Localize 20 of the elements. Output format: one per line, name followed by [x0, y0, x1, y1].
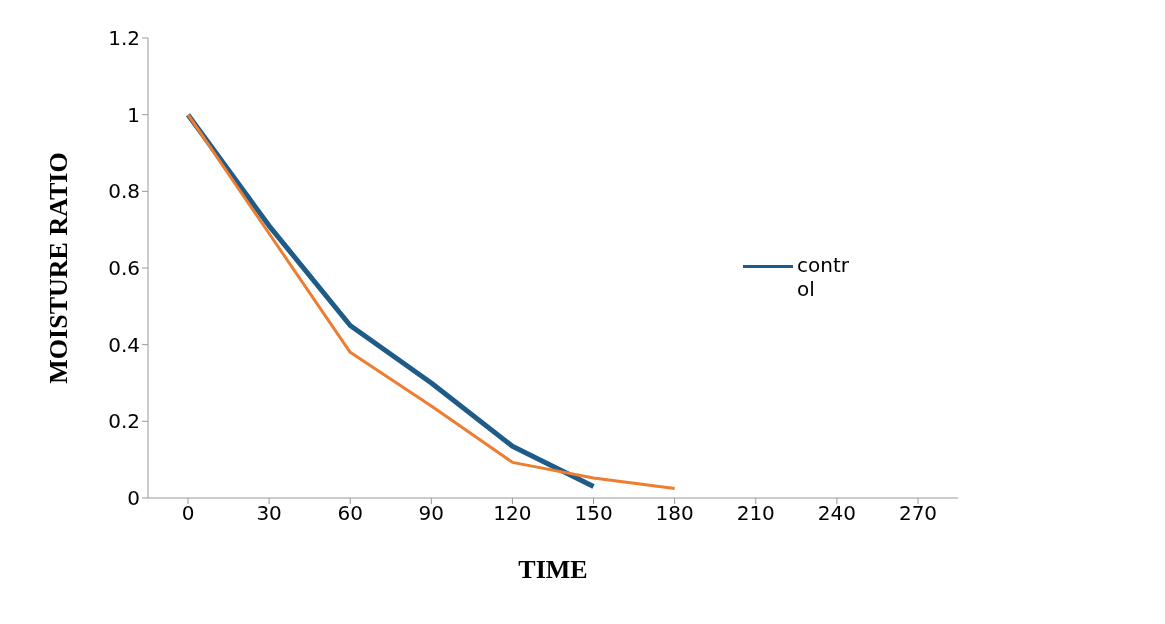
x-tick-label: 90 [418, 501, 445, 526]
x-axis-title: TIME [518, 555, 588, 584]
x-tick-label: 240 [817, 501, 856, 526]
y-tick-label: 0.2 [108, 409, 140, 434]
y-tick-label: 0.6 [108, 256, 140, 281]
x-tick-label: 0 [181, 501, 195, 526]
y-tick-label: 0.4 [108, 332, 140, 357]
x-tick-label: 270 [898, 501, 938, 526]
y-axis-title: MOISTURE RATIO [44, 152, 74, 384]
legend-label: control [797, 253, 850, 301]
y-tick-label: 1 [127, 102, 140, 127]
x-tick-label: 180 [655, 501, 694, 526]
y-tick-label: 0.8 [108, 179, 140, 204]
x-tick-label: 150 [574, 501, 613, 526]
line-series [186, 113, 677, 490]
x-tick-label: 30 [256, 501, 282, 526]
y-tick-label: 1.2 [108, 26, 140, 51]
x-tick-label: 60 [337, 501, 363, 526]
x-tick-label: 210 [736, 501, 775, 526]
x-tick-label: 120 [493, 501, 532, 526]
